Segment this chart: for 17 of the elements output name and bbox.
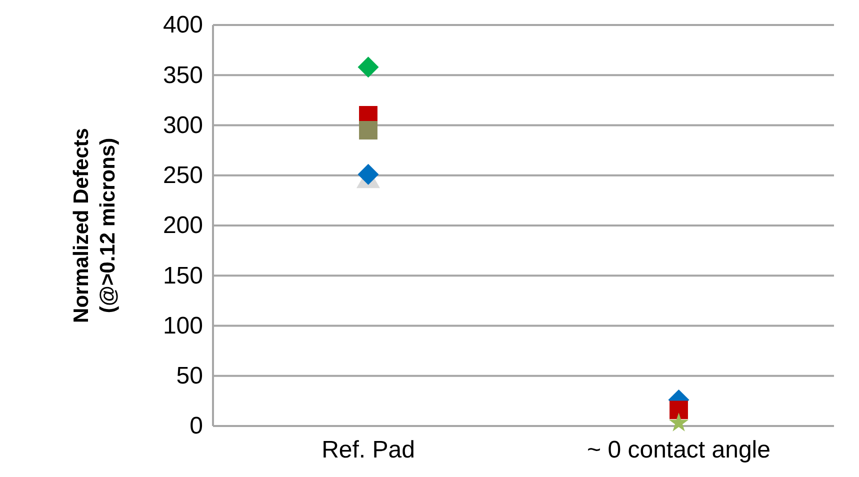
y-tick-label: 300 [162, 112, 203, 139]
y-tick-label: 150 [162, 262, 203, 290]
y-tick-label: 0 [190, 412, 203, 440]
y-axis-title: Normalized Defects (@>0.12 microns) [70, 128, 120, 323]
y-tick-label: 200 [162, 212, 203, 240]
y-tick-label: 350 [162, 62, 203, 89]
x-tick-label: Ref. Pad [322, 436, 415, 464]
point [358, 56, 379, 78]
point [359, 121, 378, 140]
point [670, 400, 688, 420]
x-tick-label: ~ 0 contact angle [587, 436, 770, 464]
y-tick-label: 50 [176, 362, 203, 390]
point [358, 164, 379, 185]
y-tick-label: 250 [162, 162, 203, 190]
point [668, 412, 689, 432]
y-tick-label: 400 [162, 12, 203, 39]
y-tick-label: 100 [162, 312, 203, 340]
